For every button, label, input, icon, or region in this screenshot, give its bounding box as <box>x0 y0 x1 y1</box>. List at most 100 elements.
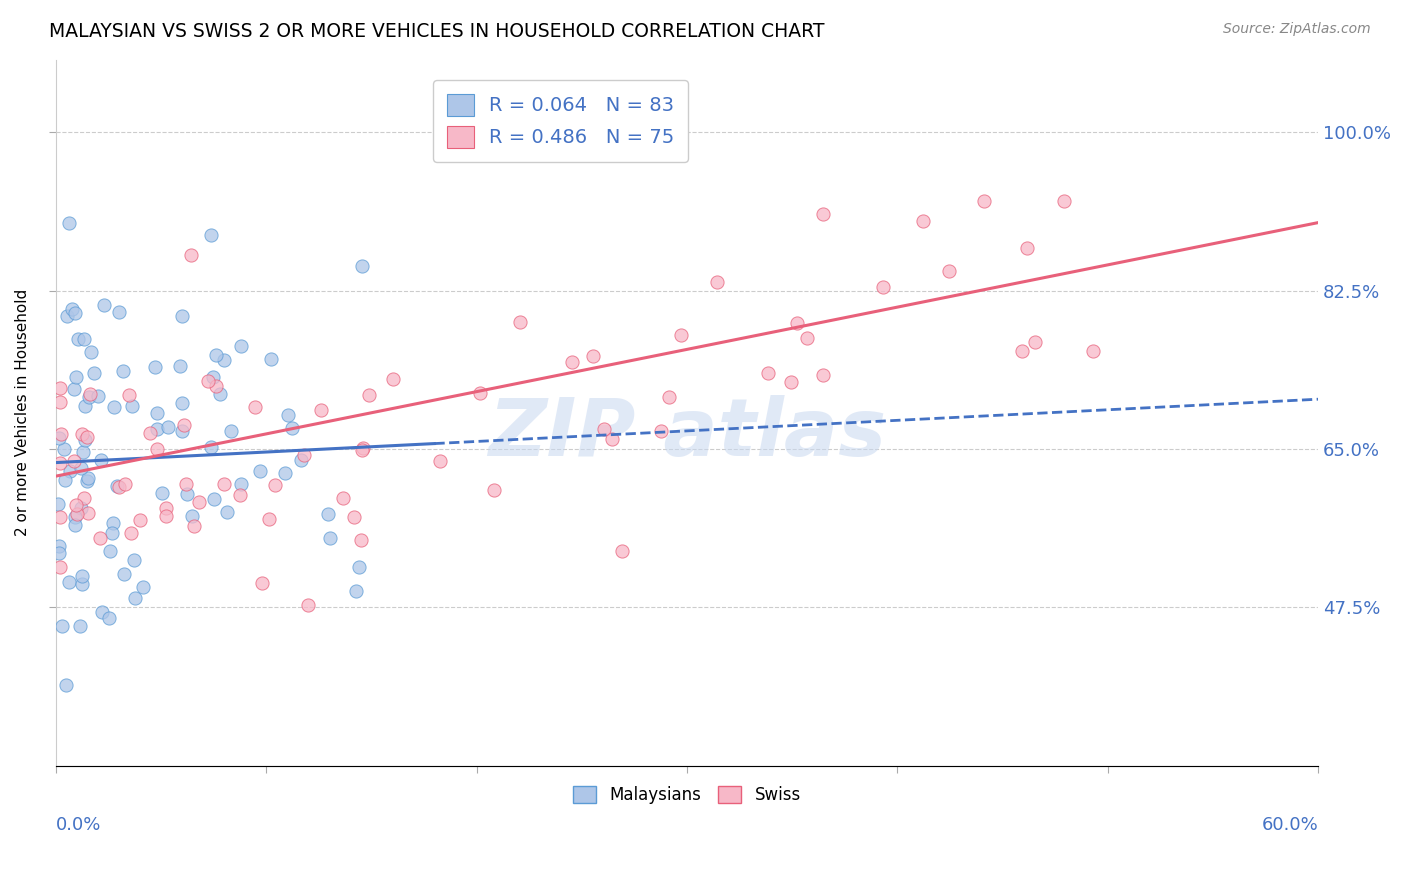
Point <box>316 507 339 521</box>
Point <box>76 474 98 488</box>
Point <box>344 584 367 599</box>
Point <box>93 298 115 312</box>
Point <box>205 348 228 362</box>
Point <box>132 581 155 595</box>
Point <box>214 476 236 491</box>
Point <box>231 477 253 491</box>
Point <box>67 332 90 346</box>
Point <box>297 599 319 613</box>
Point <box>155 500 177 515</box>
Text: Source: ZipAtlas.com: Source: ZipAtlas.com <box>1223 22 1371 37</box>
Point <box>249 464 271 478</box>
Point <box>65 370 87 384</box>
Point <box>73 433 96 447</box>
Point <box>706 275 728 289</box>
Point <box>292 448 315 462</box>
Point <box>87 389 110 403</box>
Point <box>83 366 105 380</box>
Text: ZIP atlas: ZIP atlas <box>488 395 886 473</box>
Point <box>756 367 779 381</box>
Point <box>76 429 98 443</box>
Point <box>121 399 143 413</box>
Point <box>98 611 121 625</box>
Point <box>66 507 89 521</box>
Point <box>172 310 194 324</box>
Point <box>174 477 197 491</box>
Point <box>46 497 69 511</box>
Point <box>273 467 295 481</box>
Point <box>183 518 205 533</box>
Point <box>200 440 222 454</box>
Point <box>811 368 834 382</box>
Point <box>73 491 96 506</box>
Point <box>58 216 80 230</box>
Point <box>128 513 150 527</box>
Point <box>309 403 332 417</box>
Point <box>146 442 169 457</box>
Point <box>63 305 86 319</box>
Point <box>49 394 72 409</box>
Point <box>180 508 202 523</box>
Text: MALAYSIAN VS SWISS 2 OR MORE VEHICLES IN HOUSEHOLD CORRELATION CHART: MALAYSIAN VS SWISS 2 OR MORE VEHICLES IN… <box>49 22 825 41</box>
Point <box>176 486 198 500</box>
Point <box>51 619 73 633</box>
Point <box>180 247 202 261</box>
Point <box>429 454 451 468</box>
Point <box>49 381 72 395</box>
Point <box>381 372 404 386</box>
Point <box>157 420 180 434</box>
Point <box>55 310 77 324</box>
Point <box>357 387 380 401</box>
Point <box>70 569 93 583</box>
Point <box>150 486 173 500</box>
Point <box>938 264 960 278</box>
Point <box>612 544 634 558</box>
Point <box>482 483 505 497</box>
Point <box>62 454 84 468</box>
Point <box>139 426 162 441</box>
Point <box>780 376 803 390</box>
Point <box>188 495 211 509</box>
Point <box>70 500 93 515</box>
Point <box>70 577 93 591</box>
Point <box>319 531 342 545</box>
Point <box>58 574 80 589</box>
Point <box>350 443 373 458</box>
Point <box>77 471 100 485</box>
Point <box>219 424 242 438</box>
Point <box>200 227 222 242</box>
Point <box>65 510 87 524</box>
Point <box>111 364 134 378</box>
Point <box>228 488 250 502</box>
Point <box>250 576 273 591</box>
Point <box>277 408 299 422</box>
Point <box>170 424 193 438</box>
Point <box>91 606 114 620</box>
Point <box>343 510 366 524</box>
Point <box>1017 241 1039 255</box>
Point <box>214 352 236 367</box>
Point <box>872 280 894 294</box>
Point <box>786 316 808 330</box>
Point <box>72 444 94 458</box>
Point <box>257 512 280 526</box>
Point <box>1053 194 1076 208</box>
Point <box>48 546 70 560</box>
Point <box>73 400 96 414</box>
Point <box>332 491 354 505</box>
Point <box>65 498 87 512</box>
Point <box>145 360 167 375</box>
Point <box>602 432 624 446</box>
Point <box>229 338 252 352</box>
Point <box>671 328 693 343</box>
Point <box>796 331 818 345</box>
Point <box>145 422 167 436</box>
Point <box>281 421 304 435</box>
Point <box>60 301 83 316</box>
Point <box>172 396 194 410</box>
Point <box>118 388 141 402</box>
Point <box>48 431 70 445</box>
Point <box>80 345 103 359</box>
Point <box>1024 334 1046 349</box>
Y-axis label: 2 or more Vehicles in Household: 2 or more Vehicles in Household <box>15 289 30 536</box>
